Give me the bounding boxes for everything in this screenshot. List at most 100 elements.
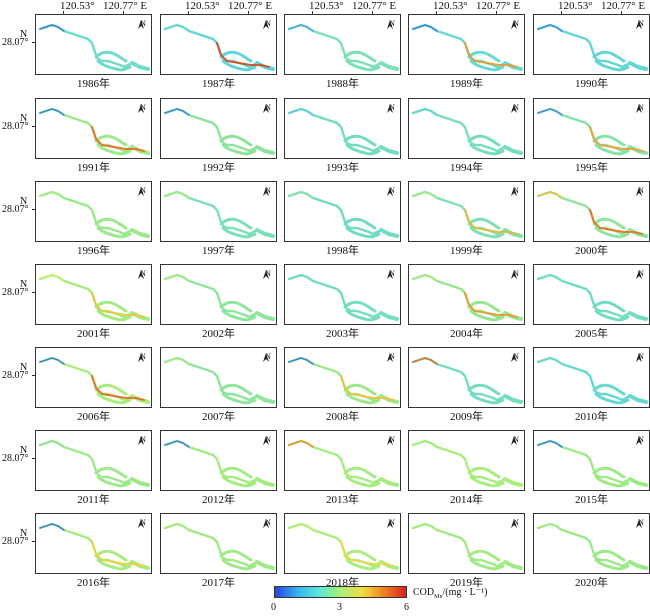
river-branch — [467, 383, 505, 405]
river-upstream — [39, 108, 65, 116]
river-branch — [592, 466, 630, 488]
river-upstream — [537, 24, 563, 32]
left-tick — [32, 541, 35, 542]
top-axis-lon-right: 120.77° E — [352, 0, 397, 12]
north-arrow-icon: N — [635, 519, 647, 528]
year-label: 1991年 — [77, 162, 110, 174]
legend-title: CODMn/(mg · L⁻¹) — [413, 587, 487, 603]
north-letter: N — [638, 435, 644, 444]
river-map — [287, 522, 399, 571]
north-letter: N — [389, 19, 395, 28]
map-panel: N — [533, 430, 650, 491]
map-panel: N — [408, 430, 525, 491]
river-main — [38, 190, 148, 237]
north-letter: N — [140, 518, 146, 527]
north-arrow-icon: N — [386, 519, 398, 528]
north-letter: N — [389, 269, 395, 278]
north-arrow-icon: N — [510, 436, 522, 445]
left-axis-lat: 28.07° — [2, 287, 29, 298]
river-main — [163, 356, 273, 403]
left-axis-n: N — [20, 445, 28, 456]
year-label: 2007年 — [202, 411, 235, 423]
river-upstream — [164, 523, 190, 531]
river-map — [163, 439, 275, 488]
river-upstream — [288, 523, 314, 531]
river-main — [163, 522, 273, 569]
river-mouth — [379, 477, 399, 487]
north-arrow-icon: N — [137, 186, 149, 196]
map-panel: N — [408, 264, 525, 325]
map-panel: N — [284, 14, 401, 75]
year-label: 1995年 — [575, 162, 608, 174]
year-label: 2000年 — [575, 245, 608, 257]
map-panel: N — [284, 98, 401, 159]
river-upstream — [537, 274, 563, 282]
river-mouth — [255, 394, 275, 404]
river-mouth — [255, 228, 275, 238]
river-mouth — [130, 228, 150, 238]
river-upstream — [164, 440, 190, 448]
river-mouth — [130, 477, 150, 487]
year-label: 2002年 — [202, 328, 235, 340]
left-tick — [32, 209, 35, 210]
river-upstream — [288, 108, 314, 116]
river-branch — [592, 549, 630, 571]
river-branch — [592, 217, 630, 239]
year-label: 2015年 — [575, 494, 608, 506]
map-panel: N — [35, 264, 152, 325]
river-mouth — [628, 560, 648, 570]
year-label: 1986年 — [77, 78, 110, 90]
north-arrow-icon: N — [137, 518, 149, 528]
river-mouth — [255, 560, 275, 570]
map-panel: N — [284, 181, 401, 242]
north-arrow-icon: N — [635, 270, 647, 279]
left-axis-lat: 28.07° — [2, 536, 29, 547]
river-branch — [219, 217, 257, 239]
top-axis-lon-right: 120.77° E — [601, 0, 646, 12]
river-map — [287, 23, 399, 72]
river-map — [411, 273, 523, 322]
north-letter: N — [265, 518, 271, 527]
river-upstream — [412, 357, 438, 365]
north-letter: N — [140, 352, 146, 361]
north-arrow-icon: N — [510, 104, 522, 113]
river-map — [163, 23, 275, 72]
river-map — [38, 356, 150, 405]
north-letter: N — [140, 269, 146, 278]
north-arrow-icon: N — [386, 353, 398, 362]
river-branch — [343, 300, 381, 322]
year-label: 1989年 — [450, 78, 483, 90]
river-mouth — [379, 61, 399, 71]
year-label: 1988年 — [326, 78, 359, 90]
top-tick — [188, 11, 189, 14]
north-arrow-icon: N — [386, 436, 398, 445]
north-arrow-icon: N — [635, 435, 647, 445]
north-letter: N — [140, 186, 146, 195]
legend-tick-mid: 3 — [337, 602, 342, 613]
left-axis-lat: 28.07° — [2, 121, 29, 132]
north-letter: N — [265, 186, 271, 195]
north-letter: N — [513, 518, 519, 527]
river-upstream — [39, 274, 65, 282]
river-map — [411, 107, 523, 156]
river-upstream — [412, 523, 438, 531]
north-arrow-icon: N — [635, 353, 647, 362]
river-main — [38, 439, 148, 486]
year-label: 2001年 — [77, 328, 110, 340]
river-map — [38, 107, 150, 156]
river-map — [38, 23, 150, 72]
year-label: 2012年 — [202, 494, 235, 506]
north-arrow-icon: N — [262, 104, 274, 113]
river-upstream — [412, 108, 438, 116]
river-main — [163, 439, 273, 486]
north-letter: N — [265, 435, 271, 444]
river-map — [38, 522, 150, 571]
river-main — [163, 190, 273, 237]
year-label: 2011年 — [77, 494, 110, 506]
river-mouth — [628, 394, 648, 404]
river-mouth — [379, 145, 399, 155]
river-branch — [343, 50, 381, 72]
river-upstream — [288, 440, 314, 448]
north-arrow-icon: N — [510, 353, 522, 362]
left-axis-n: N — [20, 528, 28, 539]
